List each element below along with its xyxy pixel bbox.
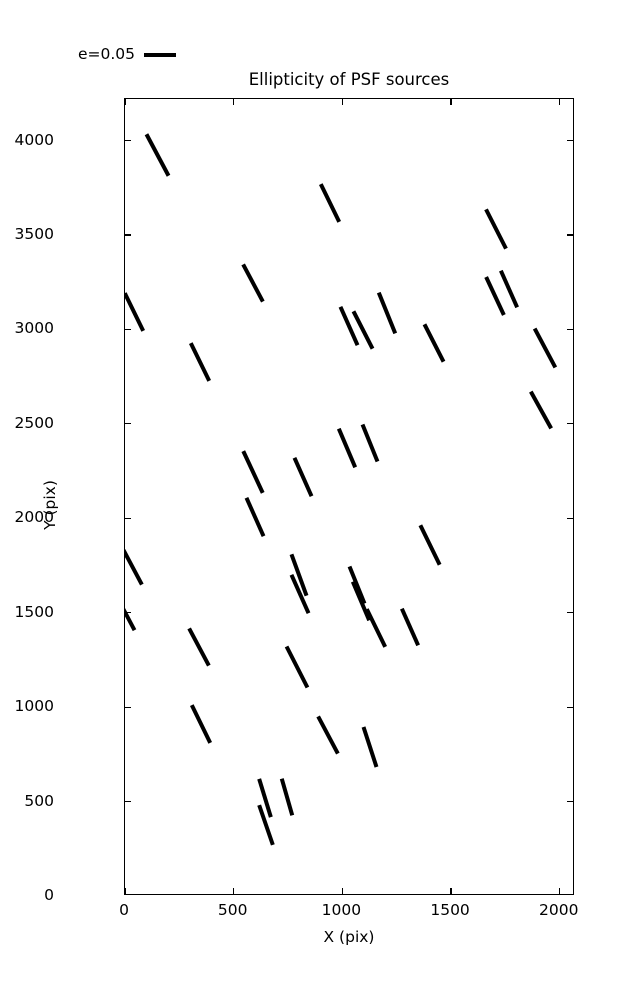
y-tick-mark	[567, 706, 573, 708]
whisker-marker	[532, 327, 557, 369]
legend-whisker-marker	[144, 53, 177, 57]
whisker-marker	[241, 450, 265, 494]
x-tick-mark	[450, 99, 452, 105]
y-tick-label: 2000	[14, 508, 54, 527]
whisker-marker	[498, 269, 519, 308]
whisker-marker	[125, 292, 145, 333]
whisker-marker	[245, 497, 266, 538]
y-tick-mark	[567, 517, 573, 519]
y-tick-mark	[125, 423, 131, 425]
y-tick-label: 3500	[14, 224, 54, 243]
chart-title: Ellipticity of PSF sources	[248, 70, 450, 89]
whisker-marker	[279, 778, 295, 816]
whisker-marker	[187, 627, 211, 667]
y-tick-mark	[567, 423, 573, 425]
x-tick-mark	[233, 888, 235, 894]
y-tick-label: 500	[24, 791, 54, 810]
y-tick-mark	[125, 139, 131, 142]
y-tick-mark	[125, 800, 131, 803]
whisker-marker	[483, 208, 508, 250]
whisker-marker	[284, 646, 309, 689]
x-tick-mark	[125, 99, 126, 105]
y-tick-mark	[567, 612, 573, 614]
x-tick-mark	[233, 99, 235, 105]
y-tick-label: 4000	[14, 130, 54, 149]
y-tick-mark	[125, 612, 131, 614]
whisker-marker	[361, 726, 378, 768]
plot-area	[124, 98, 574, 895]
y-tick-mark	[125, 706, 131, 708]
x-tick-mark	[341, 888, 343, 894]
whisker-marker	[399, 607, 420, 646]
whisker-marker	[529, 390, 554, 430]
y-tick-mark	[567, 139, 573, 142]
y-tick-mark	[125, 234, 131, 236]
whisker-marker	[483, 276, 506, 317]
y-tick-mark	[125, 517, 131, 519]
whisker-marker	[365, 608, 388, 648]
y-tick-label: 1000	[14, 697, 54, 716]
whisker-marker	[292, 456, 314, 497]
x-tick-label: 1000	[321, 901, 362, 919]
y-tick-mark	[567, 800, 573, 803]
x-tick-label: 1500	[430, 901, 470, 919]
y-axis-label: Y (pix)	[41, 480, 59, 530]
y-tick-mark	[567, 234, 573, 236]
whisker-marker	[125, 601, 137, 632]
y-tick-mark	[125, 328, 131, 330]
x-tick-label: 500	[217, 901, 248, 919]
legend-label: e=0.05	[78, 45, 136, 64]
whisker-marker	[241, 263, 265, 303]
y-tick-label: 0	[44, 886, 54, 904]
x-tick-label: 0	[119, 901, 129, 919]
whisker-marker	[144, 133, 171, 177]
x-tick-mark	[559, 99, 561, 105]
x-tick-mark	[341, 99, 343, 105]
x-tick-mark	[559, 888, 561, 894]
x-tick-label: 2000	[539, 901, 579, 919]
x-tick-mark	[450, 888, 452, 894]
whisker-marker	[316, 715, 340, 754]
x-tick-mark	[125, 888, 126, 894]
whisker-marker	[188, 342, 212, 383]
whisker-marker	[336, 428, 357, 469]
x-axis-label: X (pix)	[323, 928, 375, 946]
whisker-marker	[125, 546, 144, 586]
y-tick-label: 3000	[14, 319, 54, 338]
y-tick-label: 1500	[14, 602, 54, 621]
whisker-marker	[376, 292, 398, 335]
whisker-marker	[418, 524, 442, 566]
whisker-marker	[422, 323, 446, 363]
whisker-marker	[319, 183, 342, 223]
y-tick-label: 2500	[14, 413, 54, 432]
whisker-marker	[360, 423, 379, 463]
whisker-marker	[190, 704, 213, 744]
y-tick-mark	[567, 328, 573, 330]
legend: e=0.05	[78, 44, 177, 66]
